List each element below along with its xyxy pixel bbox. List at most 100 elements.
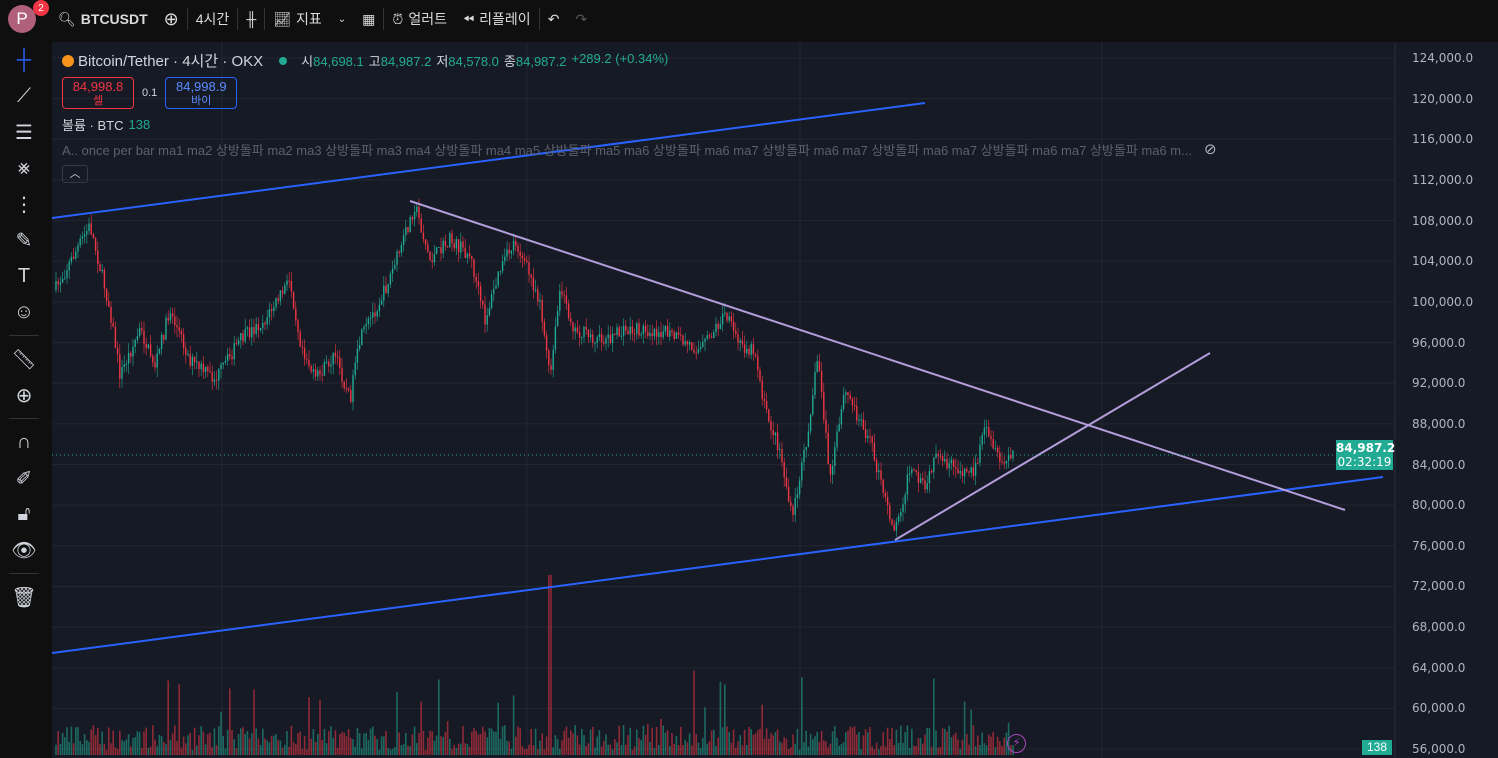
indicators-icon: 📈︎ bbox=[273, 10, 292, 27]
volume-bar bbox=[61, 732, 64, 755]
compare-button[interactable]: ⊕ bbox=[156, 0, 187, 38]
volume-bar bbox=[308, 697, 310, 755]
candle-body bbox=[462, 241, 464, 248]
candle-body bbox=[814, 371, 816, 396]
indicators-button[interactable]: 📈︎ 지표 bbox=[265, 0, 330, 38]
candle-body bbox=[950, 459, 953, 464]
volume-bar bbox=[977, 735, 979, 755]
redo-icon: ↷ bbox=[575, 10, 588, 27]
volume-bar bbox=[233, 739, 235, 755]
volume-bar bbox=[314, 742, 317, 755]
lock-tool[interactable]: 🔓︎ bbox=[7, 496, 41, 532]
eye-tool[interactable]: 👁︎ bbox=[7, 532, 41, 568]
candle-body bbox=[853, 405, 856, 407]
volume-bar bbox=[849, 726, 851, 755]
candle-body bbox=[475, 277, 477, 282]
volume-bar bbox=[629, 727, 631, 755]
candle-body bbox=[999, 452, 1001, 462]
lightning-icon[interactable]: ⚡︎ bbox=[1007, 734, 1026, 753]
volume-bar bbox=[776, 729, 779, 755]
candle-body bbox=[871, 437, 873, 443]
candle-body bbox=[90, 223, 92, 235]
price-chart[interactable] bbox=[52, 42, 1498, 758]
candle-body bbox=[420, 218, 422, 233]
interval-button[interactable]: 4시간 bbox=[188, 0, 238, 38]
alert-button[interactable]: ⏰︎ 얼러트 bbox=[384, 0, 455, 38]
candle-body bbox=[55, 281, 57, 290]
candle-body bbox=[486, 315, 488, 325]
volume-bar bbox=[259, 745, 262, 755]
candle-body bbox=[372, 312, 374, 318]
volume-bar bbox=[556, 739, 559, 755]
volume-bar bbox=[563, 730, 565, 755]
volume-bar bbox=[658, 744, 660, 755]
text-tool[interactable]: T bbox=[7, 258, 41, 294]
candle-body bbox=[453, 243, 455, 249]
lock-drawing-tool[interactable]: ✐ bbox=[7, 460, 41, 496]
candle-body bbox=[600, 334, 603, 343]
toolbar-divider bbox=[9, 335, 39, 336]
trendline-tool[interactable]: ⟋ bbox=[7, 78, 41, 114]
price-label: 96,000.0 bbox=[1412, 335, 1466, 350]
candle-body bbox=[1001, 461, 1003, 463]
candle-body bbox=[466, 253, 469, 258]
chart-type-button[interactable]: ╫ bbox=[238, 0, 264, 38]
candle-body bbox=[103, 269, 106, 289]
trash-tool[interactable]: 🗑︎ bbox=[7, 579, 41, 615]
volume-bar bbox=[787, 749, 790, 755]
hide-eye-icon[interactable]: ⊘ bbox=[1203, 141, 1217, 158]
volume-bar bbox=[171, 733, 174, 755]
volume-bar bbox=[510, 748, 513, 755]
indicators-dropdown[interactable]: ⌄ bbox=[330, 0, 354, 38]
candle-body bbox=[310, 366, 312, 372]
emoji-tool[interactable]: ☺ bbox=[7, 294, 41, 330]
candle-body bbox=[655, 328, 658, 337]
volume-bar bbox=[526, 748, 528, 755]
volume-bar bbox=[501, 726, 504, 755]
volume-bar bbox=[521, 746, 524, 755]
volume-bar bbox=[552, 747, 554, 755]
magnet-tool[interactable]: ∩ bbox=[7, 424, 41, 460]
replay-button[interactable]: ⏪︎ 리플레이 bbox=[455, 0, 539, 38]
volume-bar bbox=[691, 745, 693, 755]
volume-bar bbox=[1005, 732, 1008, 755]
divider bbox=[538, 8, 540, 30]
layouts-button[interactable]: ▦ bbox=[354, 0, 383, 38]
volume-bar bbox=[187, 735, 189, 755]
candle-body bbox=[561, 291, 563, 295]
candle-body bbox=[154, 362, 156, 368]
script-legend: A.. once per bar ma1 ma2 상방돌파 ma2 ma3 상방… bbox=[62, 143, 1192, 158]
fib-tool[interactable]: ☰ bbox=[7, 114, 41, 150]
volume-bar bbox=[147, 747, 150, 755]
sell-button[interactable]: 84,998.8 셀 bbox=[62, 77, 134, 109]
crosshair-tool[interactable]: ┼ bbox=[7, 42, 41, 78]
volume-bar bbox=[950, 737, 953, 755]
pattern-tool[interactable]: ⨳ bbox=[7, 150, 41, 186]
volume-bar bbox=[416, 743, 418, 755]
volume-bar bbox=[743, 729, 746, 755]
candle-body bbox=[380, 300, 383, 305]
candle-body bbox=[224, 360, 227, 363]
candle-body bbox=[189, 354, 191, 366]
forecast-tool[interactable]: ⋮ bbox=[7, 186, 41, 222]
candle-body bbox=[583, 326, 585, 338]
candle-body bbox=[504, 256, 506, 262]
candle-body bbox=[900, 511, 902, 517]
candle-body bbox=[506, 249, 508, 257]
redo-button[interactable]: ↷ bbox=[567, 0, 595, 38]
buy-label: 바이 bbox=[191, 95, 212, 107]
symbol-search-button[interactable]: 🔍︎ BTCUSDT bbox=[50, 0, 156, 38]
candle-body bbox=[482, 300, 484, 305]
candle-body bbox=[622, 325, 625, 336]
brush-tool[interactable]: ✎ bbox=[7, 222, 41, 258]
volume-bar bbox=[911, 728, 913, 755]
zoom-in-tool[interactable]: ⊕ bbox=[7, 377, 41, 413]
buy-button[interactable]: 84,998.9 바이 bbox=[165, 77, 238, 109]
chart-pane[interactable]: Bitcoin/Tether · 4시간 · OKX 시84,698.1 고84… bbox=[52, 42, 1498, 758]
candle-body bbox=[398, 251, 400, 253]
close-value: 84,987.2 bbox=[515, 54, 567, 69]
collapse-legend-button[interactable]: ︿ bbox=[62, 165, 88, 183]
undo-button[interactable]: ↶ bbox=[540, 0, 568, 38]
ruler-tool[interactable]: 📏︎ bbox=[7, 341, 41, 377]
